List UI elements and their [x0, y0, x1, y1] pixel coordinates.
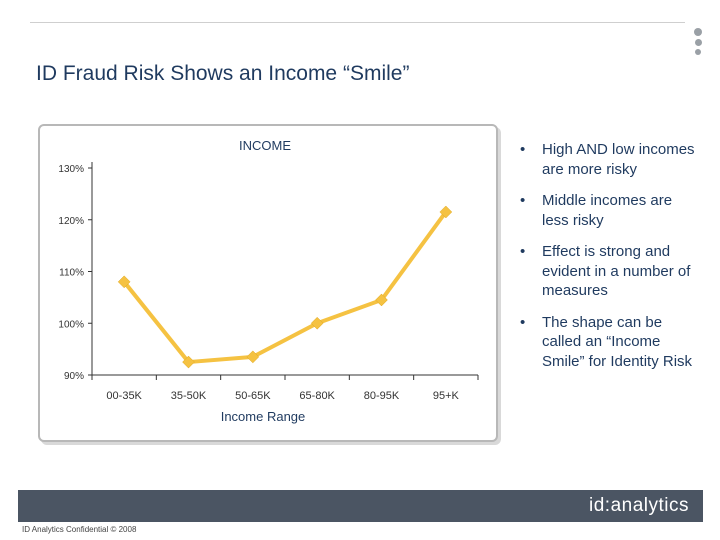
chart-frame [38, 124, 498, 442]
y-tick-label: 120% [58, 216, 84, 227]
company-logo: id:analytics [589, 495, 689, 516]
x-tick-label: 00-35K [106, 390, 142, 402]
bullet-item: • Effect is strong and evident in a numbe… [520, 243, 691, 299]
bullet-dot-icon: • [520, 243, 526, 260]
x-axis-title: Income Range [221, 409, 306, 424]
data-point-marker [246, 350, 260, 364]
data-point-marker [310, 316, 324, 330]
data-point-marker [439, 205, 453, 219]
data-point-marker [117, 275, 131, 289]
bullet-dot-icon: • [520, 192, 526, 209]
bullet-dot-icon: • [520, 141, 526, 158]
bullet-item: • The shape can be called an “Income Smil… [520, 313, 693, 370]
y-tick-label: 90% [64, 371, 84, 382]
x-tick-label: 95+K [433, 390, 460, 402]
series-line [122, 210, 448, 365]
footer-bar: id:analytics [18, 490, 703, 522]
y-tick-label: 110% [59, 268, 84, 279]
top-divider [30, 22, 685, 23]
chart-title: INCOME [239, 138, 291, 153]
footer-confidential-text: ID Analytics Confidential © 2008 [22, 525, 137, 534]
vertical-dots-icon [693, 28, 703, 58]
x-tick-label: 50-65K [235, 390, 271, 402]
x-tick-label: 80-95K [364, 390, 400, 402]
y-tick-label: 130% [58, 164, 84, 175]
y-tick-label: 100% [58, 319, 84, 330]
data-point-marker [375, 293, 388, 307]
data-point-marker [182, 355, 195, 369]
slide-title: ID Fraud Risk Shows an Income “Smile” [36, 62, 410, 85]
x-tick-label: 65-80K [299, 390, 335, 402]
x-tick-label: 35-50K [171, 390, 207, 402]
bullet-list: • High AND low incomes are more risky • Mi… [520, 140, 700, 383]
income-line-chart: INCOME 90% 100% 110% 120% 130% 00-35K 35-50K 5… [58, 138, 479, 424]
bullet-dot-icon: • [520, 313, 526, 331]
bullet-item: • Middle incomes are less risky [520, 192, 673, 229]
bullet-item: • High AND low incomes are more risky [520, 141, 695, 178]
